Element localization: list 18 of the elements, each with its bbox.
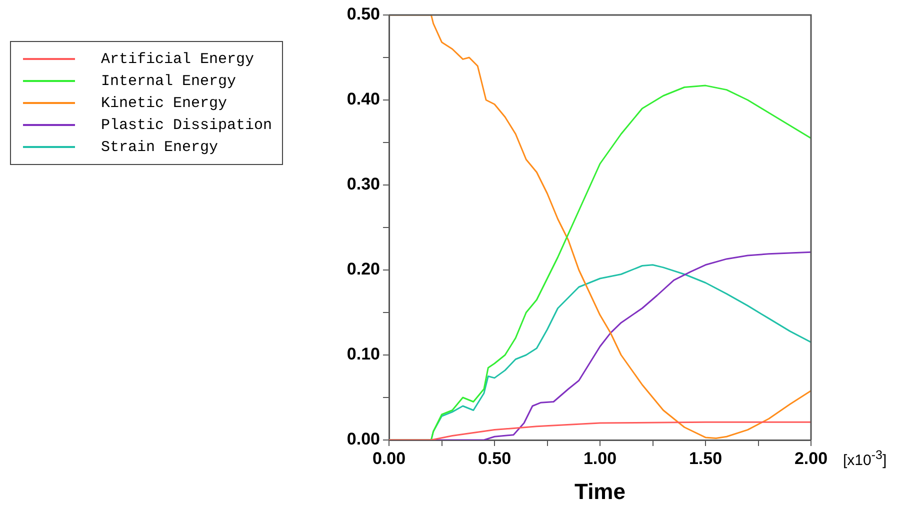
y-tick-label: 0.50 <box>346 4 380 24</box>
y-tick-label: 0.00 <box>346 430 380 449</box>
y-tick-label: 0.40 <box>346 90 380 109</box>
legend-label: Plastic Dissipation <box>101 116 272 134</box>
legend-label: Strain Energy <box>101 138 218 156</box>
legend-label: Internal Energy <box>101 72 236 90</box>
text: [x10$^{-3}$] <box>843 448 887 469</box>
x-axis-title: Time <box>574 478 626 504</box>
x-tick-label: 1.50 <box>688 448 722 468</box>
x-tick-label: 0.50 <box>478 448 512 468</box>
y-tick-label: 0.20 <box>346 260 380 279</box>
legend-label: Artificial Energy <box>101 50 254 68</box>
y-tick-label: 0.10 <box>346 344 380 364</box>
y-tick-label: 0.30 <box>346 174 380 194</box>
legend-label: Kinetic Energy <box>101 94 228 112</box>
x-tick-label: 0.00 <box>372 448 406 468</box>
x-tick-label: 2.00 <box>794 448 828 468</box>
x-tick-label: 1.00 <box>583 448 617 468</box>
